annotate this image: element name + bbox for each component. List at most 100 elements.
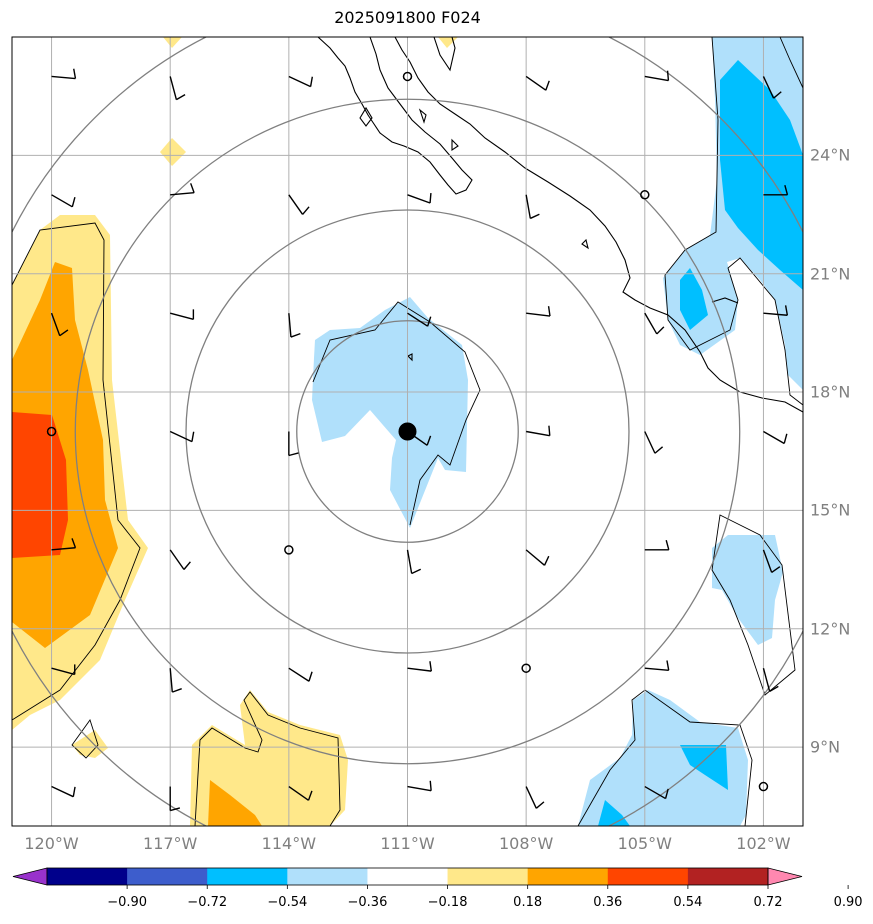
wind-barb-flag bbox=[71, 196, 76, 207]
wind-barb-flag bbox=[664, 788, 669, 799]
wind-barb-flag bbox=[176, 94, 186, 101]
longitude-label: 108°W bbox=[498, 834, 554, 853]
calm-wind-marker bbox=[758, 781, 769, 792]
calm-wind-marker bbox=[402, 71, 413, 82]
contour-line bbox=[711, 514, 796, 696]
wind-barb-shaft bbox=[525, 549, 545, 566]
positive-anomaly-region bbox=[163, 37, 182, 48]
wind-barb-flag bbox=[290, 332, 301, 338]
wind-barb-flag bbox=[666, 660, 670, 671]
wind-barb-flag bbox=[307, 790, 313, 801]
range-rings bbox=[12, 37, 803, 826]
wind-barb-flag bbox=[654, 446, 664, 454]
wind-barb-flag bbox=[656, 326, 665, 335]
latitude-label: 15°N bbox=[810, 500, 851, 520]
wind-barb-flag bbox=[309, 76, 314, 87]
wind-barb-flag bbox=[411, 568, 422, 575]
wind-barb-shaft bbox=[407, 667, 432, 672]
colorbar-segment bbox=[127, 868, 208, 885]
wind-barb-flag bbox=[783, 433, 788, 444]
wind-barb-flag bbox=[170, 807, 181, 812]
wind-barb-flag bbox=[784, 305, 789, 316]
wind-barb-shaft bbox=[407, 194, 431, 204]
longitude-label: 102°W bbox=[736, 834, 791, 853]
wind-barb-flag bbox=[771, 566, 781, 573]
wind-barb-flag bbox=[308, 671, 313, 682]
wind-barb-shaft bbox=[525, 75, 547, 91]
storm-center-marker bbox=[398, 422, 417, 441]
coastline bbox=[317, 37, 803, 413]
wind-barb-shaft bbox=[763, 430, 785, 445]
wind-barb-shaft bbox=[51, 785, 74, 798]
wind-barb-flag bbox=[665, 540, 670, 551]
latitude-label: 9°N bbox=[810, 737, 841, 757]
wind-barb-shaft bbox=[526, 312, 551, 317]
colorbar-tick-label: 0.54 bbox=[673, 895, 703, 910]
wind-barb-shaft bbox=[525, 194, 532, 219]
wind-barb-shaft bbox=[169, 668, 173, 693]
wind-barb-shaft bbox=[407, 312, 429, 327]
high-positive-anomaly-region bbox=[12, 412, 68, 558]
wind-barbs bbox=[46, 68, 789, 812]
contour-line bbox=[312, 301, 481, 526]
wind-barb-flag bbox=[543, 555, 550, 566]
latitude-label: 18°N bbox=[810, 382, 851, 402]
wind-barb-flag bbox=[429, 661, 433, 672]
latitude-label: 21°N bbox=[810, 264, 851, 284]
positive-anomaly-region bbox=[160, 138, 186, 166]
wind-barb-flag bbox=[172, 688, 182, 693]
contour-line bbox=[12, 222, 141, 721]
wind-barb-shaft bbox=[644, 75, 669, 82]
wind-barb-flag bbox=[288, 452, 299, 457]
wind-barb-shaft bbox=[644, 312, 658, 335]
map-frame bbox=[11, 36, 804, 827]
wind-barb-flag bbox=[426, 316, 432, 327]
wind-barb-shaft bbox=[644, 785, 666, 800]
negative-anomaly-region-strong bbox=[680, 745, 728, 790]
colorbar-tick-label: −0.72 bbox=[187, 895, 228, 910]
wind-barb-shaft bbox=[170, 192, 195, 196]
longitude-label: 120°W bbox=[24, 834, 79, 853]
wind-barb-shaft bbox=[763, 312, 788, 316]
wind-barb-flag bbox=[535, 801, 545, 809]
wind-barb-shaft bbox=[406, 549, 413, 574]
colorbar-segment bbox=[447, 868, 529, 885]
wind-barb-shaft bbox=[51, 194, 73, 208]
colorbar-tick-label: 0.72 bbox=[753, 895, 783, 910]
wind-barb-shaft bbox=[51, 75, 76, 80]
wind-barb-flag bbox=[183, 561, 191, 570]
wind-barb-flag bbox=[773, 91, 782, 99]
wind-barb-shaft bbox=[169, 549, 185, 570]
range-ring bbox=[296, 320, 519, 543]
contour-line bbox=[664, 37, 803, 406]
colorbar-segment bbox=[207, 868, 288, 885]
wind-barb-flag bbox=[530, 213, 540, 220]
wind-barb-shaft bbox=[526, 430, 550, 437]
negative-anomaly-region-strong bbox=[720, 60, 803, 290]
negative-anomaly-region bbox=[312, 297, 468, 528]
range-ring bbox=[185, 209, 630, 654]
wind-barb-shaft bbox=[762, 76, 775, 99]
wind-barb-flag bbox=[429, 192, 432, 204]
wind-barb-shaft bbox=[288, 667, 310, 682]
colorbar-segment bbox=[607, 868, 689, 885]
colorbar-outline bbox=[46, 867, 769, 886]
colorbar-segment bbox=[287, 868, 368, 885]
calm-wind-marker bbox=[284, 545, 294, 555]
positive-anomaly-region bbox=[208, 780, 262, 826]
mainland-mexico-coast bbox=[394, 37, 803, 413]
wind-barb-flag bbox=[302, 206, 310, 215]
wind-barb-flag bbox=[547, 306, 551, 317]
wind-barb-shaft bbox=[51, 547, 76, 551]
negative-anomaly-region bbox=[578, 690, 748, 826]
calm-wind-marker bbox=[46, 426, 57, 437]
wind-barb-shaft bbox=[644, 431, 656, 454]
wind-barb-flag bbox=[59, 329, 69, 337]
wind-barb-shaft bbox=[169, 76, 178, 100]
coast-detail bbox=[711, 297, 739, 304]
colorbar-tick-label: 0.90 bbox=[833, 895, 863, 910]
colorbar-tick-label: 0.36 bbox=[593, 895, 623, 910]
negative-anomaly-region-strong bbox=[680, 268, 708, 330]
contour-line bbox=[194, 691, 341, 826]
wind-barb-flag bbox=[191, 431, 195, 442]
